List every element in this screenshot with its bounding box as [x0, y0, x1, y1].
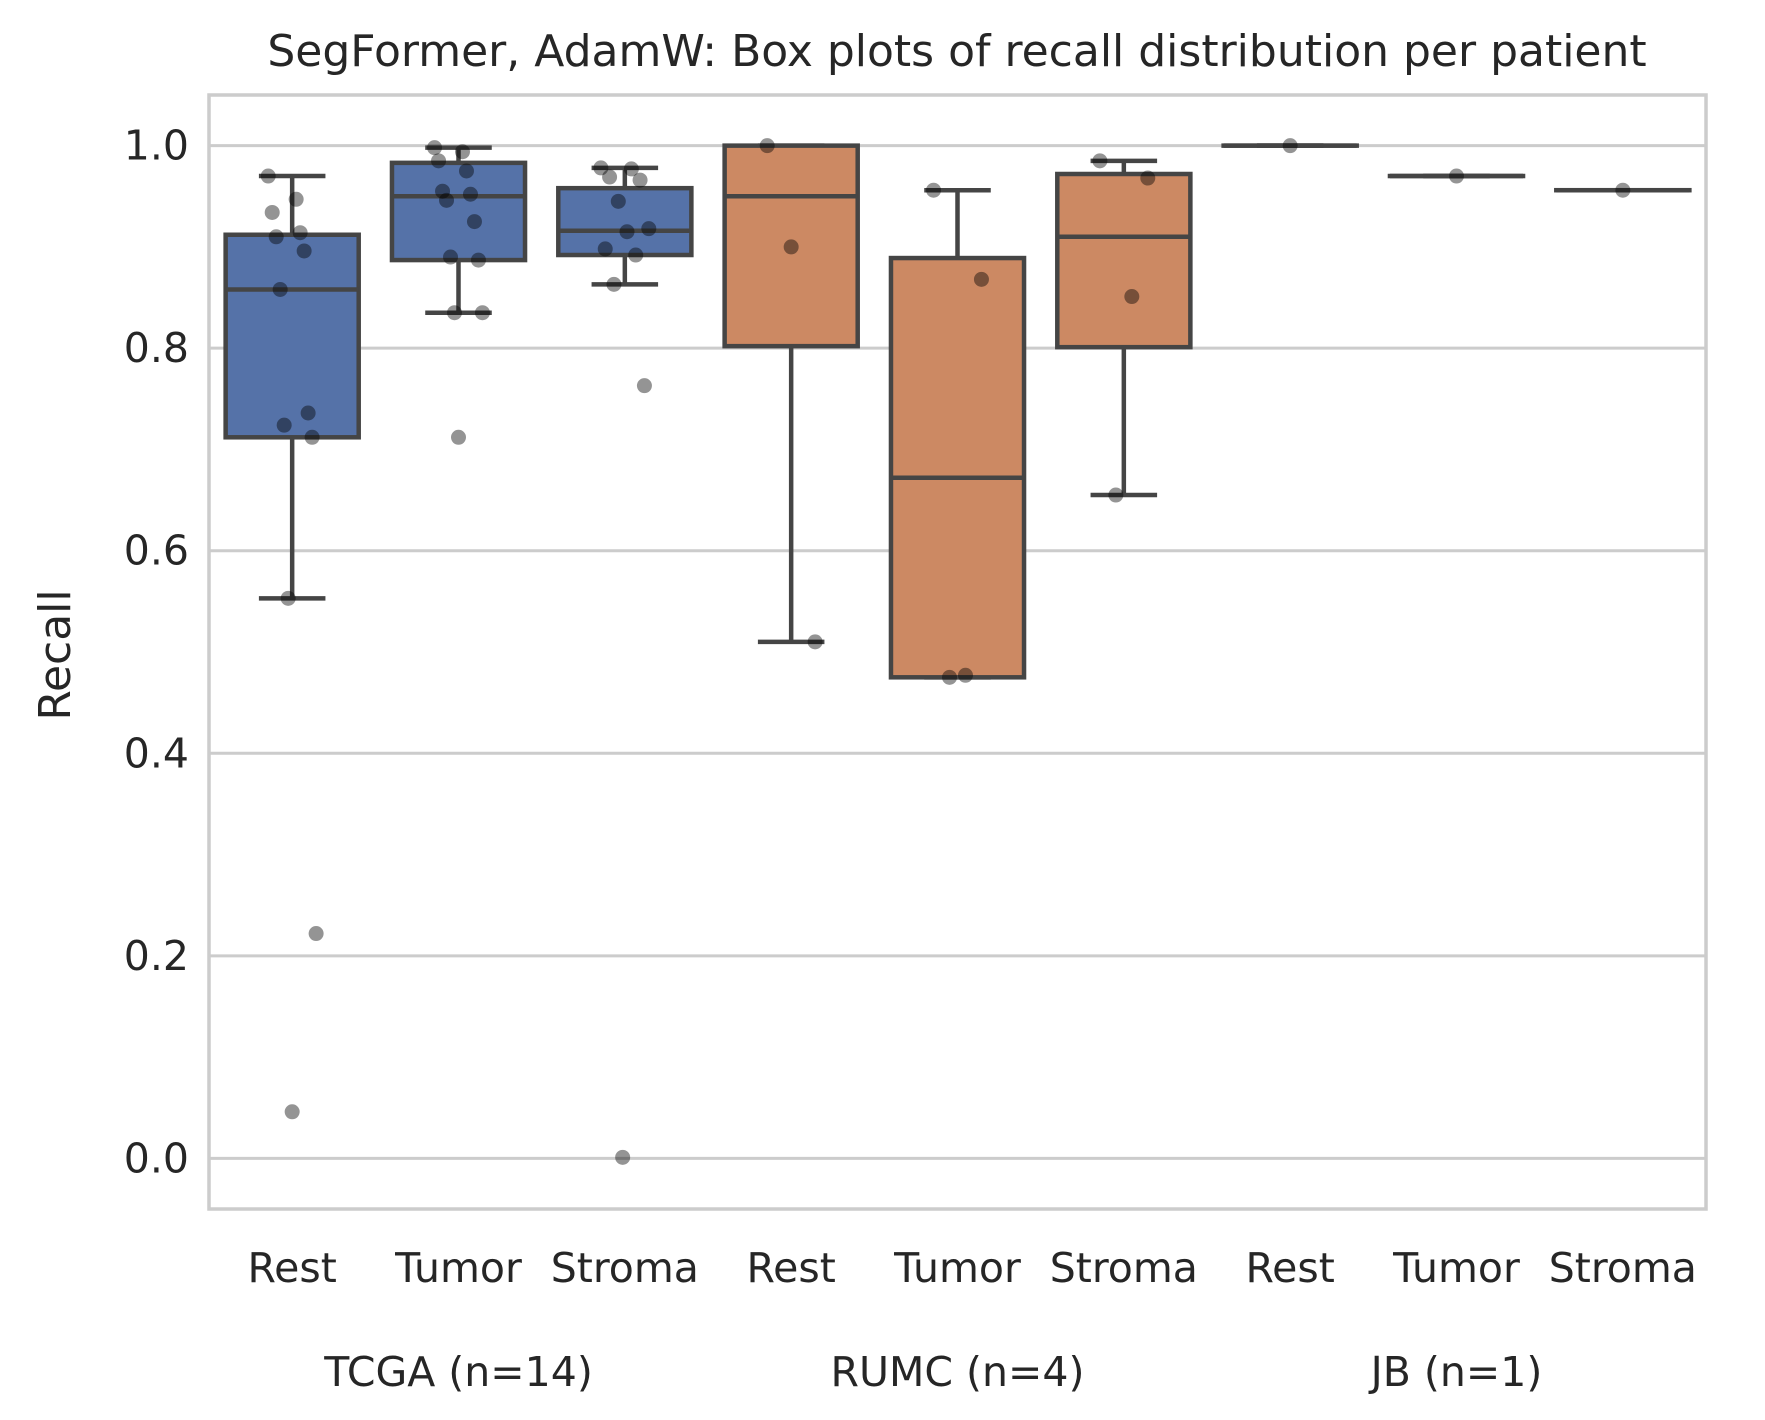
- box-stroma-2: [1055, 158, 1193, 498]
- y-axis-label: Recall: [30, 589, 81, 720]
- data-point: [619, 224, 635, 240]
- data-points: [260, 138, 1631, 1165]
- x-tick-label: Rest: [747, 1244, 836, 1292]
- data-point: [942, 669, 958, 685]
- box-body: [556, 185, 694, 258]
- box-tumor-2: [888, 187, 1027, 680]
- data-point: [632, 172, 648, 188]
- data-point: [973, 271, 989, 287]
- box-body: [888, 255, 1027, 680]
- data-point: [1108, 487, 1124, 503]
- x-tick-label: Tumor: [893, 1244, 1021, 1292]
- data-point: [610, 193, 626, 209]
- data-point: [957, 667, 973, 683]
- data-point: [427, 140, 443, 156]
- group-label: TCGA (n=14): [323, 1348, 593, 1396]
- data-point: [593, 160, 609, 176]
- x-tick-label: Stroma: [1549, 1244, 1697, 1292]
- box-tumor-1: [389, 145, 528, 315]
- group-label: JB (n=1): [1368, 1348, 1543, 1396]
- data-point: [296, 243, 312, 259]
- plot-frame: [207, 93, 1708, 1211]
- data-point: [1282, 138, 1298, 154]
- y-tick-label: 1.0: [124, 122, 189, 170]
- data-point: [458, 163, 474, 179]
- boxes: [223, 143, 1692, 680]
- data-point: [304, 429, 320, 445]
- data-point: [466, 214, 482, 230]
- box-body: [1055, 171, 1193, 350]
- data-point: [470, 252, 486, 268]
- data-point: [268, 229, 284, 245]
- data-point: [451, 429, 466, 445]
- data-point: [1092, 153, 1108, 169]
- box-rest-2: [722, 143, 860, 645]
- data-point: [615, 1149, 631, 1165]
- data-point: [431, 153, 447, 169]
- data-point: [280, 590, 296, 606]
- data-point: [435, 183, 451, 199]
- data-point: [602, 169, 618, 185]
- x-tick-label: Stroma: [551, 1244, 699, 1292]
- y-tick-label: 0.2: [124, 932, 189, 980]
- data-point: [443, 249, 459, 265]
- data-point: [1140, 170, 1156, 186]
- data-point: [292, 225, 308, 241]
- data-point: [264, 204, 280, 220]
- data-point: [474, 305, 490, 321]
- box-body: [389, 160, 528, 263]
- data-point: [783, 239, 799, 255]
- data-point: [439, 192, 455, 208]
- data-point: [1449, 168, 1464, 184]
- group-label: RUMC (n=4): [831, 1348, 1085, 1396]
- data-point: [300, 405, 316, 421]
- x-tick-label: Tumor: [1392, 1244, 1520, 1292]
- data-point: [641, 221, 657, 237]
- data-point: [454, 144, 470, 160]
- x-tick-label: Rest: [248, 1244, 337, 1292]
- data-point: [636, 378, 652, 394]
- data-point: [628, 247, 644, 263]
- y-tick-label: 0.0: [124, 1134, 189, 1182]
- data-point: [597, 241, 613, 257]
- data-point: [288, 191, 304, 207]
- data-point: [623, 161, 639, 177]
- data-point: [1615, 182, 1631, 198]
- data-point: [276, 417, 292, 433]
- box-body: [223, 232, 361, 440]
- data-point: [926, 182, 942, 198]
- data-point: [308, 926, 324, 942]
- x-tick-labels: Rest Tumor Stroma Rest Tumor Stroma Rest Tumor S…: [248, 1244, 1697, 1292]
- y-tick-label: 0.4: [124, 729, 189, 777]
- x-tick-label: Rest: [1246, 1244, 1335, 1292]
- x-tick-label: Tumor: [394, 1244, 522, 1292]
- data-point: [260, 168, 276, 184]
- x-tick-label: Stroma: [1050, 1244, 1198, 1292]
- box-stroma-1: [556, 165, 694, 287]
- data-point: [462, 186, 478, 202]
- chart-title: SegFormer, AdamW: Box plots of recall di…: [267, 26, 1646, 77]
- box-body: [722, 143, 860, 349]
- y-tick-labels: 0.0 0.2 0.4 0.6 0.8 1.0: [124, 122, 189, 1183]
- data-point: [284, 1104, 300, 1120]
- data-point: [606, 276, 622, 292]
- data-point: [759, 138, 775, 154]
- data-point: [1124, 289, 1140, 305]
- data-point: [807, 634, 823, 650]
- data-point: [272, 281, 288, 297]
- data-point: [447, 305, 463, 321]
- box-rest-1: [223, 173, 361, 601]
- y-tick-label: 0.6: [124, 527, 189, 575]
- y-tick-label: 0.8: [124, 324, 189, 372]
- group-labels: TCGA (n=14) RUMC (n=4) JB (n=1): [323, 1348, 1542, 1396]
